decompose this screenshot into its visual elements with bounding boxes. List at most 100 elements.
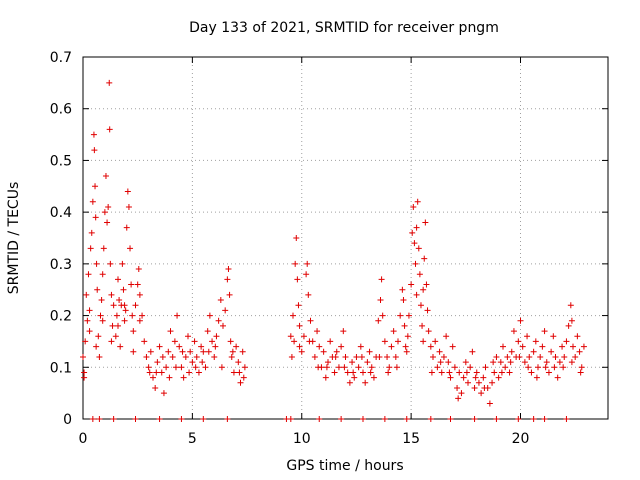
- data-point: [574, 333, 581, 340]
- data-point: [93, 260, 100, 267]
- data-point: [304, 260, 311, 267]
- data-point: [139, 312, 146, 319]
- data-point: [303, 271, 310, 278]
- data-point: [97, 312, 104, 319]
- data-point: [95, 333, 102, 340]
- data-point: [288, 353, 295, 360]
- data-point: [116, 297, 123, 304]
- data-point: [325, 359, 331, 366]
- y-axis-label: SRMTID / TECUs: [6, 182, 22, 295]
- data-point: [430, 353, 436, 360]
- data-point: [333, 348, 340, 355]
- data-point: [200, 348, 207, 355]
- data-point: [127, 245, 134, 252]
- data-point: [495, 374, 502, 381]
- data-point: [227, 338, 234, 345]
- data-point: [384, 353, 391, 360]
- data-point: [379, 312, 386, 319]
- data-point: [576, 348, 583, 355]
- data-point: [135, 266, 142, 273]
- data-point: [130, 348, 137, 355]
- y-tick-label: 0.1: [50, 360, 72, 376]
- data-point: [187, 348, 194, 355]
- data-point: [467, 364, 474, 371]
- data-point: [87, 245, 94, 252]
- data-point: [550, 333, 557, 340]
- data-point: [206, 312, 213, 319]
- data-point: [287, 416, 294, 422]
- data-point: [405, 312, 412, 319]
- data-point: [502, 364, 509, 371]
- y-tick-label: 0.7: [50, 50, 72, 66]
- data-point: [437, 359, 444, 366]
- data-point: [115, 276, 121, 283]
- data-point: [159, 353, 166, 360]
- data-point: [296, 322, 303, 329]
- data-point: [171, 338, 178, 345]
- data-point: [199, 359, 206, 366]
- data-point: [346, 379, 353, 386]
- data-point: [224, 276, 231, 283]
- data-point: [436, 348, 443, 355]
- data-point: [455, 395, 462, 402]
- data-point: [220, 322, 226, 329]
- data-point: [580, 343, 587, 350]
- data-point: [421, 255, 428, 262]
- plot-frame: [82, 56, 609, 420]
- data-point: [125, 203, 132, 210]
- data-point: [136, 317, 143, 324]
- data-point: [169, 353, 176, 360]
- data-point: [519, 343, 526, 350]
- data-point: [209, 338, 216, 345]
- y-tick-label: 0.2: [50, 309, 72, 325]
- data-point: [525, 364, 532, 371]
- x-axis-label: GPS time / hours: [286, 458, 403, 474]
- data-point: [93, 343, 100, 350]
- data-point: [572, 353, 579, 360]
- data-point: [362, 379, 369, 386]
- data-point: [98, 297, 105, 304]
- data-point: [82, 338, 89, 345]
- grid: [83, 57, 608, 419]
- data-point: [241, 364, 248, 371]
- data-point: [132, 302, 139, 309]
- data-point: [556, 359, 563, 366]
- data-point: [81, 369, 88, 376]
- data-point: [195, 369, 202, 376]
- data-point: [198, 343, 205, 350]
- data-point: [327, 338, 334, 345]
- data-point: [465, 379, 471, 386]
- data-point: [89, 416, 96, 422]
- data-point: [351, 374, 358, 381]
- data-point: [340, 328, 347, 335]
- data-point: [145, 364, 152, 371]
- data-point: [156, 416, 163, 422]
- data-point: [497, 359, 504, 366]
- data-point: [316, 416, 323, 422]
- data-point: [395, 338, 401, 345]
- data-point: [290, 312, 296, 319]
- data-point: [163, 364, 170, 371]
- data-point: [218, 364, 225, 371]
- x-tick-label: 15: [402, 431, 420, 447]
- data-point: [493, 353, 500, 360]
- data-point: [419, 322, 426, 329]
- data-point: [532, 338, 539, 345]
- data-point: [560, 364, 567, 371]
- data-point: [200, 416, 207, 422]
- data-point: [287, 333, 294, 340]
- data-point: [541, 416, 548, 422]
- data-point: [293, 235, 300, 241]
- data-point: [445, 359, 452, 366]
- data-point: [434, 364, 441, 371]
- data-point: [428, 369, 435, 376]
- data-point: [443, 333, 450, 340]
- data-point: [381, 338, 388, 345]
- data-point: [134, 281, 141, 288]
- data-point: [515, 416, 522, 422]
- data-point: [535, 364, 541, 371]
- data-point: [491, 369, 498, 376]
- data-point: [108, 338, 115, 345]
- data-point: [226, 291, 233, 298]
- data-point: [172, 364, 179, 371]
